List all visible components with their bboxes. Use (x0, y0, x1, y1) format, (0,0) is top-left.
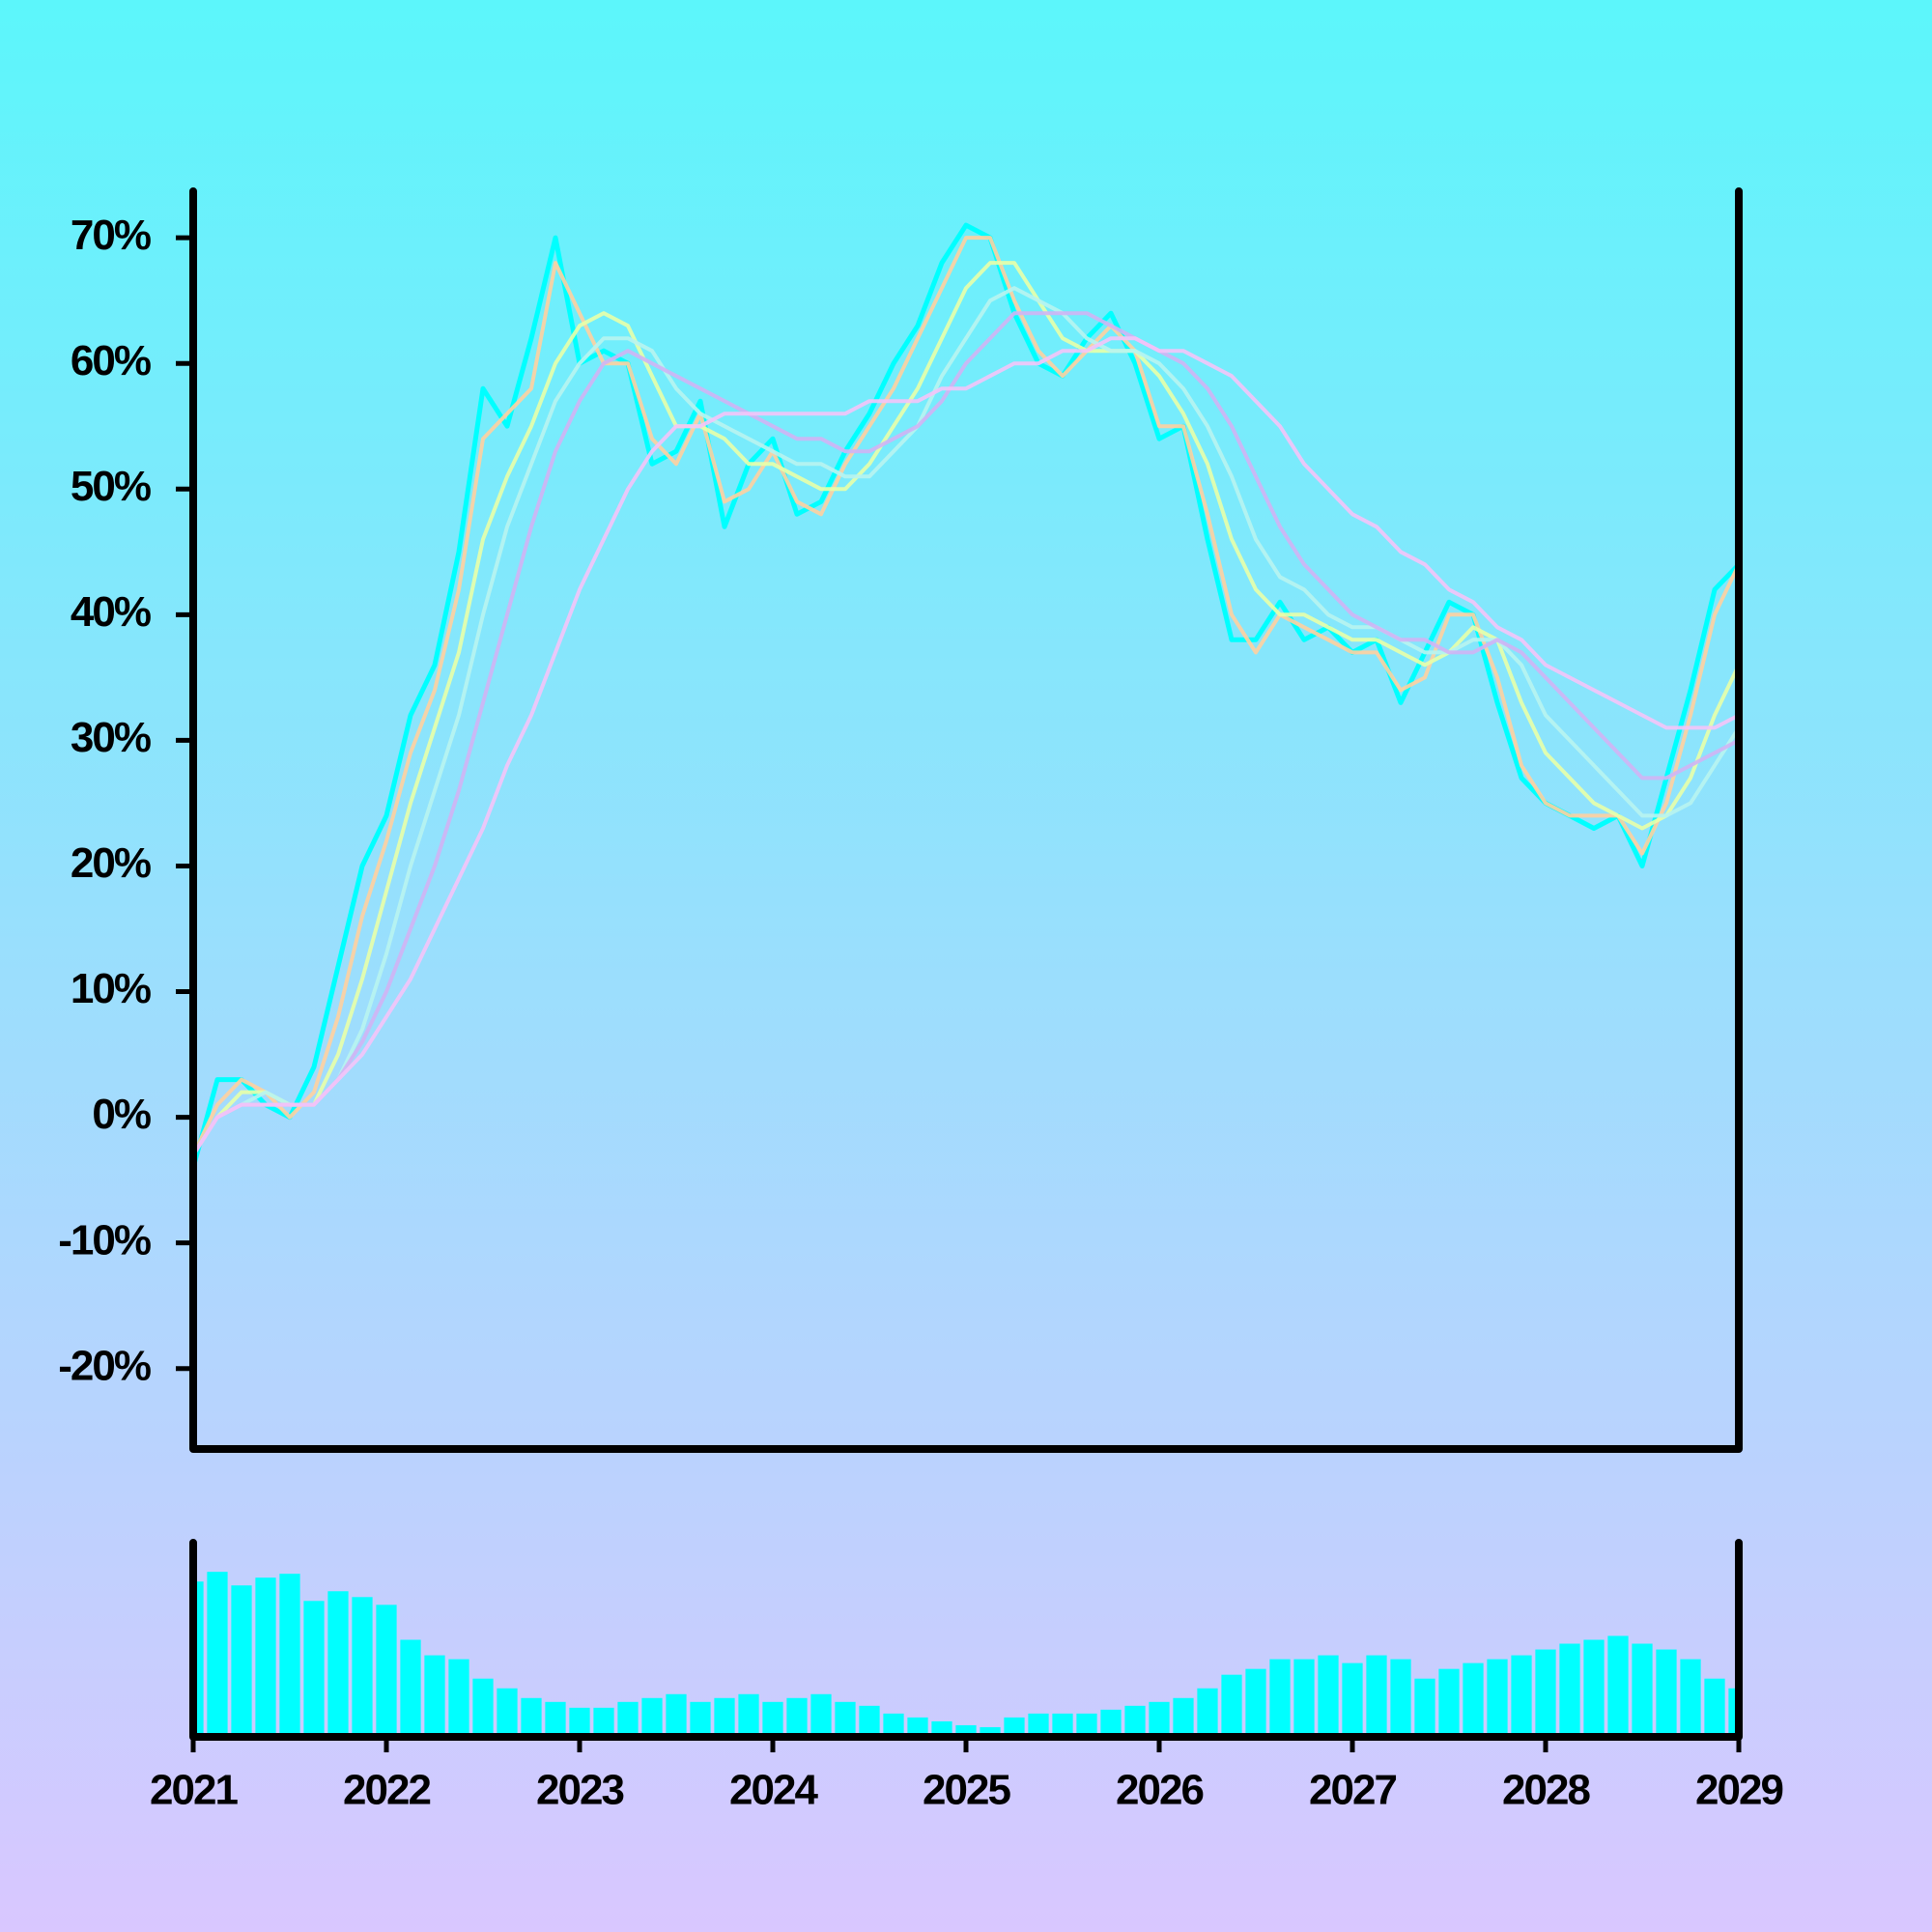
y-tick-label: 0% (92, 1091, 150, 1138)
volume-bar (690, 1701, 711, 1737)
volume-bar (593, 1707, 614, 1737)
y-tick-label: 20% (71, 839, 151, 887)
axis-frame (189, 187, 1743, 1453)
volume-bar (980, 1726, 1001, 1737)
moving-average-line (191, 261, 1741, 1156)
x-tick-label: 2026 (1116, 1767, 1203, 1814)
volume-bar (617, 1701, 639, 1737)
volume-bar (1318, 1655, 1339, 1737)
volume-bar (497, 1688, 518, 1737)
volume-bar (835, 1701, 856, 1737)
volume-bar (279, 1574, 300, 1737)
volume-bar (1463, 1662, 1484, 1737)
y-tick-label: -20% (58, 1342, 151, 1389)
volume-bar (1052, 1713, 1073, 1737)
y-tick-label: 30% (71, 714, 151, 761)
volume-bar (1149, 1701, 1170, 1737)
volume-bar (1632, 1643, 1653, 1737)
volume-bar (1221, 1674, 1242, 1737)
volume-bar (738, 1693, 759, 1737)
x-tick-label: 2025 (923, 1767, 1010, 1814)
volume-bar (472, 1678, 494, 1737)
volume-bar (1728, 1688, 1739, 1737)
x-tick-label: 2023 (536, 1767, 623, 1814)
volume-bar (666, 1693, 687, 1737)
volume-bar (714, 1697, 735, 1737)
volume-bar (859, 1705, 880, 1737)
volume-bar (255, 1577, 276, 1737)
volume-bar (521, 1697, 542, 1737)
volume-bar (762, 1701, 783, 1737)
volume-bar (376, 1605, 397, 1737)
volume-bar (1245, 1668, 1266, 1737)
volume-bar (1076, 1713, 1097, 1737)
volume-bar (352, 1597, 373, 1737)
moving-average-line (191, 311, 1740, 1156)
x-tick-label: 2029 (1695, 1767, 1782, 1814)
x-tick-label: 2027 (1309, 1767, 1396, 1814)
volume-bar (1438, 1668, 1460, 1737)
axis-frame (189, 1539, 1743, 1741)
volume-bar (1004, 1717, 1025, 1737)
volume-bar (231, 1585, 252, 1737)
volume-bar (327, 1591, 349, 1737)
volume-bar (1680, 1659, 1701, 1737)
volume-bar (1342, 1662, 1363, 1737)
volume-bar (207, 1572, 228, 1737)
volume-bar (641, 1697, 663, 1737)
volume-bar (1535, 1649, 1556, 1737)
volume-bar (1390, 1659, 1411, 1737)
y-tick-label: 50% (71, 463, 151, 510)
volume-bar (424, 1655, 445, 1737)
volume-bar (1559, 1643, 1580, 1737)
volume-bar (1028, 1713, 1049, 1737)
volume-bar (400, 1639, 421, 1737)
volume-bar (1293, 1659, 1315, 1737)
volume-bar (193, 1581, 204, 1737)
y-tick-label: -10% (58, 1216, 151, 1264)
volume-bar (1487, 1659, 1508, 1737)
volume-bar (1607, 1635, 1629, 1737)
volume-bar (931, 1720, 952, 1737)
volume-bar (1173, 1697, 1194, 1737)
volume-bar (1583, 1639, 1605, 1737)
volume-bar (569, 1707, 590, 1737)
moving-average-line (191, 236, 1741, 1156)
volume-bar (1511, 1655, 1532, 1737)
volume-bar (545, 1701, 566, 1737)
volume-bar (1656, 1649, 1677, 1737)
volume-bar (786, 1697, 808, 1737)
x-tick-label: 2024 (729, 1767, 818, 1814)
volume-bar (1269, 1659, 1291, 1737)
y-tick-label: 60% (71, 337, 151, 384)
volume-bar (448, 1659, 469, 1737)
volume-bar (1124, 1705, 1146, 1737)
volume-bar (1366, 1655, 1387, 1737)
volume-bar (907, 1717, 928, 1737)
moving-average-line (191, 286, 1741, 1156)
price-line (190, 222, 1741, 1169)
x-tick-label: 2022 (343, 1767, 430, 1814)
volume-bar (810, 1693, 832, 1737)
volume-bar (1197, 1688, 1218, 1737)
volume-bar (883, 1713, 904, 1737)
volume-bar (1414, 1678, 1435, 1737)
y-tick-label: 70% (71, 212, 151, 259)
x-tick-label: 2028 (1502, 1767, 1590, 1814)
moving-average-line (191, 336, 1740, 1156)
volume-bar (303, 1601, 325, 1737)
volume-bar (1100, 1709, 1122, 1737)
y-tick-label: 40% (71, 588, 151, 636)
y-tick-label: 10% (71, 965, 151, 1012)
x-tick-label: 2021 (150, 1767, 238, 1814)
volume-bar (1704, 1678, 1725, 1737)
